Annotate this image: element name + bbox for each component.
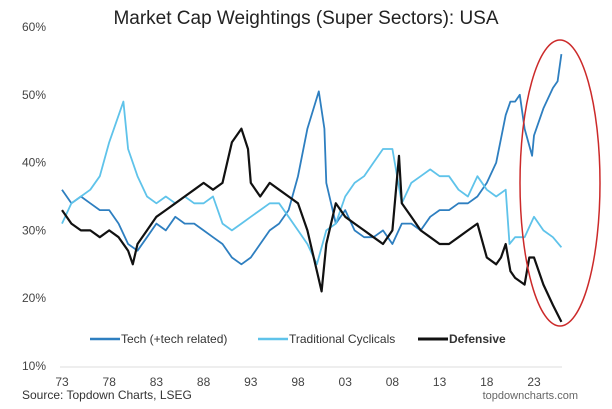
legend-label: Defensive bbox=[449, 332, 506, 346]
y-tick-label: 40% bbox=[22, 156, 46, 170]
source-note: Source: Topdown Charts, LSEG bbox=[22, 388, 192, 402]
y-tick-label: 50% bbox=[22, 88, 46, 102]
series-line-defensive bbox=[61, 127, 563, 323]
website-credit: topdowncharts.com bbox=[483, 390, 578, 402]
x-tick-label: 18 bbox=[480, 375, 494, 389]
x-tick-label: 78 bbox=[103, 375, 117, 389]
legend-label: Tech (+tech related) bbox=[121, 332, 227, 346]
x-tick-label: 88 bbox=[197, 375, 211, 389]
y-tick-label: 10% bbox=[22, 359, 46, 373]
y-tick-label: 60% bbox=[22, 20, 46, 34]
x-tick-label: 93 bbox=[244, 375, 258, 389]
series-line-tech-tech-related bbox=[61, 53, 563, 266]
highlight-ellipse bbox=[519, 39, 601, 327]
x-tick-label: 13 bbox=[433, 375, 447, 389]
legend: Tech (+tech related) Traditional Cyclical… bbox=[90, 332, 506, 346]
x-tick-label: 08 bbox=[386, 375, 400, 389]
x-tick-label: 83 bbox=[150, 375, 164, 389]
x-tick-label: 98 bbox=[291, 375, 305, 389]
y-tick-label: 20% bbox=[22, 291, 46, 305]
x-tick-label: 23 bbox=[527, 375, 541, 389]
x-tick-label: 03 bbox=[339, 375, 353, 389]
series-line-traditional-cyclicals bbox=[61, 100, 563, 266]
chart-title: Market Cap Weightings (Super Sectors): U… bbox=[113, 8, 498, 29]
y-tick-label: 30% bbox=[22, 223, 46, 237]
legend-label: Traditional Cyclicals bbox=[289, 332, 395, 346]
x-tick-label: 73 bbox=[55, 375, 69, 389]
